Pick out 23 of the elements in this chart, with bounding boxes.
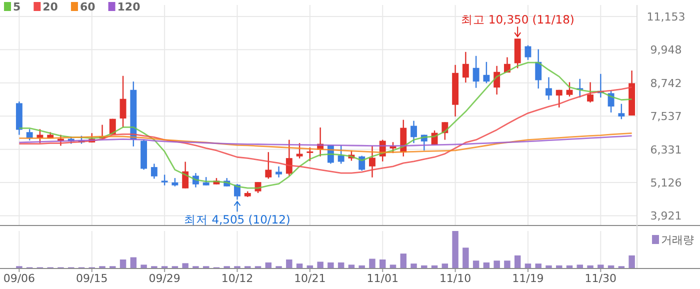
x-tick-label: 10/12 — [221, 272, 254, 285]
annotation: 최저 4,505 (10/12) — [184, 212, 290, 227]
y-tick-label: 8,742 — [650, 76, 682, 90]
y-tick-label: 5,126 — [650, 176, 682, 190]
annotation: 최고 10,350 (11/18) — [460, 12, 574, 27]
legend-label: 20 — [42, 0, 58, 14]
x-tick-label: 11/10 — [439, 272, 472, 285]
x-tick-label: 11/01 — [366, 272, 398, 285]
legend-label: 5 — [13, 0, 21, 14]
legend-label: 60 — [80, 0, 96, 14]
x-tick-label: 11/30 — [584, 272, 617, 285]
y-tick-label: 7,537 — [650, 110, 682, 124]
legend-label: 거래량 — [661, 234, 694, 246]
y-tick-label: 3,921 — [650, 210, 682, 223]
y-tick-label: 6,331 — [650, 143, 682, 156]
x-tick-label: 10/21 — [294, 272, 326, 285]
x-tick-label: 09/06 — [3, 272, 36, 285]
x-tick-label: 09/29 — [148, 272, 180, 285]
y-tick-label: 11,153 — [646, 10, 686, 24]
legend-label: 120 — [117, 0, 141, 14]
x-tick-label: 11/19 — [512, 272, 544, 285]
y-tick-label: 9,948 — [650, 44, 682, 57]
x-tick-label: 09/15 — [76, 272, 108, 285]
